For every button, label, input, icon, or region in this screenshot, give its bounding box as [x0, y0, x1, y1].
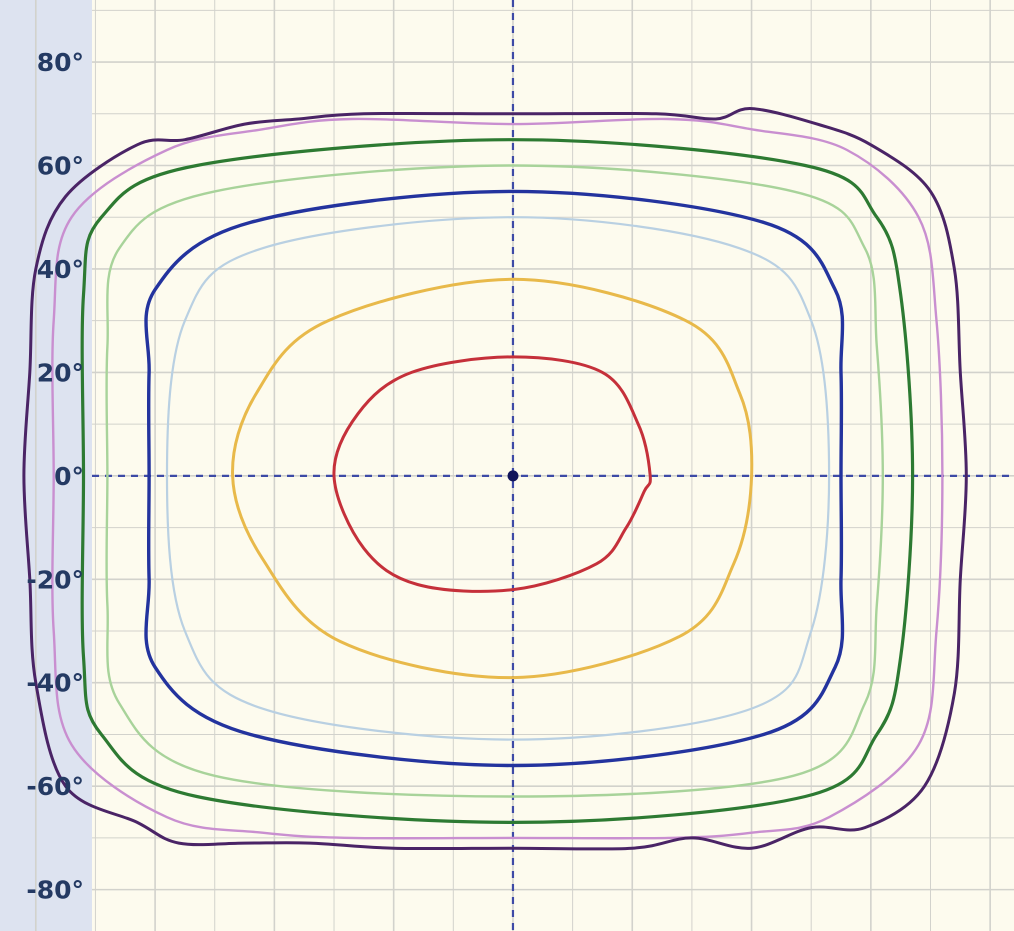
contour-line-7 — [51, 117, 944, 840]
center-point — [507, 470, 519, 482]
y-tick-label: -60° — [26, 772, 84, 801]
contour-line-1 — [332, 355, 652, 593]
y-tick-label: 0° — [54, 462, 84, 491]
contour-line-5 — [105, 164, 884, 798]
y-tick-label: 20° — [37, 358, 84, 387]
y-tick-label: 40° — [37, 255, 84, 284]
contour-line-8 — [22, 107, 968, 851]
crosshair — [92, 0, 1014, 931]
contour-line-6 — [80, 138, 915, 824]
contour-line-2 — [231, 277, 754, 680]
contour-series — [22, 107, 968, 851]
y-tick-label: 60° — [37, 152, 84, 181]
y-axis-strip — [0, 0, 92, 931]
y-tick-label: -20° — [26, 565, 84, 594]
contour-line-3 — [165, 216, 831, 741]
y-tick-labels: 80° 60° 40° 20° 0° -20° -40° -60° -80° — [26, 48, 84, 905]
y-tick-label: -40° — [26, 669, 84, 698]
contour-line-4 — [144, 189, 845, 768]
y-tick-label: -80° — [26, 876, 84, 905]
y-tick-label: 80° — [37, 48, 84, 77]
